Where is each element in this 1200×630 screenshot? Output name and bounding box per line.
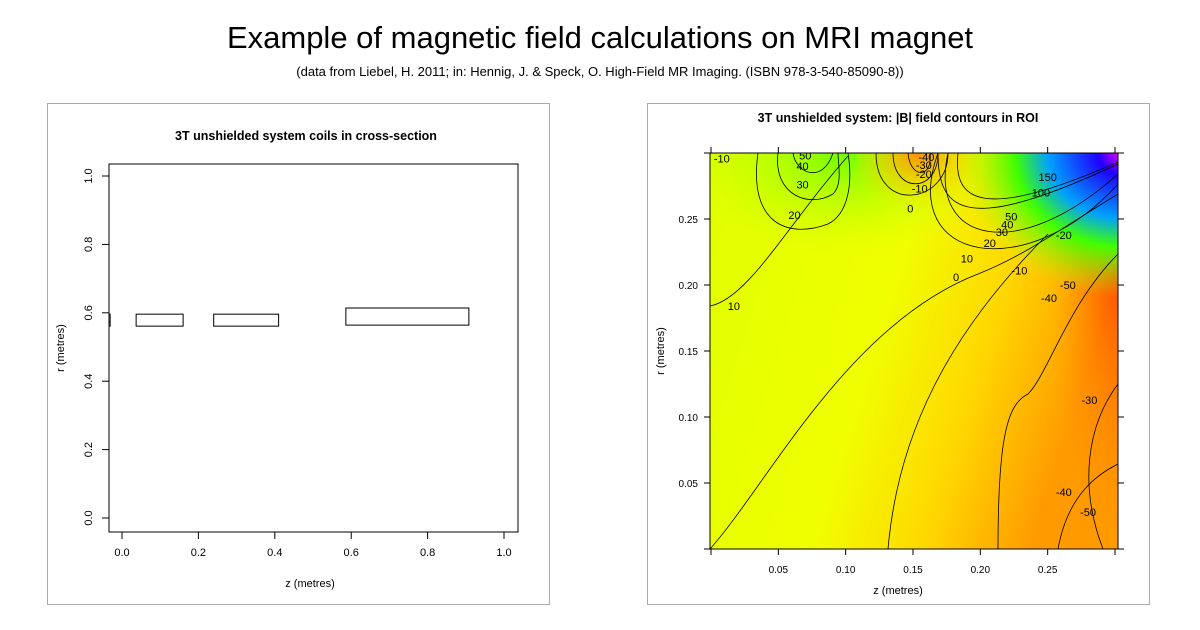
contour-label: -10: [912, 184, 928, 196]
coil-4: [345, 307, 470, 326]
y-tick-label: 0.15: [679, 347, 699, 358]
x-tick-label: 0.25: [1038, 565, 1058, 576]
contour-label: 10: [961, 254, 973, 266]
coils-chart: 3T unshielded system coils in cross-sect…: [55, 129, 519, 590]
contour-label: -40: [1056, 487, 1072, 499]
x-tick-label: 1.0: [496, 547, 511, 559]
contour-lines: [710, 153, 1118, 549]
contour-label: 50: [1005, 211, 1017, 223]
contour-label: -30: [916, 160, 932, 172]
contour-label: 150: [1038, 172, 1056, 184]
contour-chart: 3T unshielded system: |B| field contours…: [655, 111, 1124, 597]
y-tick-label: 0.05: [679, 479, 699, 490]
contour-label: 30: [996, 227, 1008, 239]
x-tick-label: 0.4: [267, 547, 282, 559]
contour-label: 40: [796, 161, 808, 173]
y-tick-label: 0.6: [83, 305, 95, 320]
x-tick-label: 0.10: [836, 565, 856, 576]
contour-label: -20: [916, 169, 932, 181]
contour-label: -50: [1060, 280, 1076, 292]
y-tick-label: 0.0: [83, 510, 95, 525]
x-tick-label: 0.20: [971, 565, 991, 576]
contour-chart-title: 3T unshielded system: |B| field contours…: [758, 111, 1039, 125]
coil-3: [213, 313, 280, 327]
contour-label: 100: [1032, 188, 1050, 200]
page-title: Example of magnetic field calculations o…: [226, 20, 974, 55]
contour-label: -10: [1011, 265, 1027, 277]
contour-label: 40: [1001, 219, 1013, 231]
contour-label: 20: [984, 238, 996, 250]
coil-1: [108, 313, 111, 327]
contour-label: 0: [907, 203, 913, 215]
contour-label: 20: [788, 210, 800, 222]
contour-label: -30: [1081, 395, 1097, 407]
page-subtitle: (data from Liebel, H. 2011; in: Hennig, …: [296, 64, 904, 79]
x-tick-label: 0.6: [344, 547, 359, 559]
y-tick-label: 1.0: [83, 168, 95, 183]
y-axis-label: r (metres): [655, 327, 667, 375]
plot-box: [108, 163, 519, 533]
contour-label: -10: [714, 153, 730, 165]
contour-label: -40: [1041, 293, 1057, 305]
coil-2: [135, 313, 184, 327]
x-tick-label: 0.8: [420, 547, 435, 559]
coils-panel: 3T unshielded system coils in cross-sect…: [47, 103, 550, 605]
y-axis-label: r (metres): [55, 324, 67, 372]
contour-label: 0: [953, 272, 959, 284]
y-tick-label: 0.2: [83, 442, 95, 457]
contour-label: -50: [1080, 507, 1096, 519]
y-tick-label: 0.25: [679, 215, 699, 226]
contour-fill: -10 5040302010-40-30-20-10015010050403020…: [710, 151, 1118, 549]
x-tick-label: 0.15: [903, 565, 923, 576]
contour-label: -40: [919, 152, 935, 164]
y-tick-label: 0.20: [679, 281, 699, 292]
x-tick-label: 0.05: [769, 565, 789, 576]
contour-label: -20: [1056, 230, 1072, 242]
contour-panel: 3T unshielded system: |B| field contours…: [647, 103, 1150, 605]
contour-label: 30: [796, 180, 808, 192]
x-axis-label: z (metres): [285, 578, 335, 590]
y-tick-label: 0.10: [679, 413, 699, 424]
coils-chart-title: 3T unshielded system coils in cross-sect…: [175, 129, 437, 143]
contour-label: 50: [799, 151, 811, 163]
x-axis-label: z (metres): [873, 585, 923, 597]
x-tick-label: 0.0: [114, 547, 129, 559]
x-tick-label: 0.2: [191, 547, 206, 559]
y-tick-label: 0.8: [83, 237, 95, 252]
y-tick-label: 0.4: [83, 374, 95, 389]
contour-label: 10: [728, 301, 740, 313]
